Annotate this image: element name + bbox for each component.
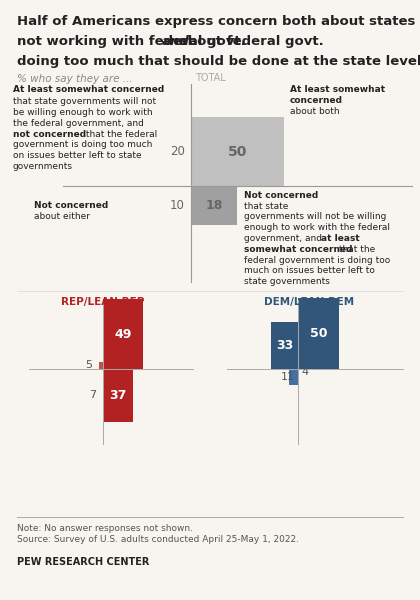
Text: that the: that the (336, 245, 375, 254)
Text: DEM/LEAN DEM: DEM/LEAN DEM (264, 297, 354, 307)
Text: that state: that state (244, 202, 288, 211)
Text: about both: about both (290, 107, 339, 116)
Text: Not concerned: Not concerned (34, 201, 108, 210)
Text: at least: at least (321, 234, 360, 243)
Text: 10: 10 (170, 199, 185, 212)
Text: Source: Survey of U.S. adults conducted April 25-May 1, 2022.: Source: Survey of U.S. adults conducted … (17, 535, 299, 544)
Text: 20: 20 (170, 145, 185, 158)
Text: 11: 11 (281, 372, 295, 382)
Text: state governments: state governments (244, 277, 329, 286)
Text: Not concerned: Not concerned (244, 191, 318, 200)
Text: 18: 18 (205, 199, 223, 212)
Text: that state governments will not: that state governments will not (13, 97, 156, 106)
Text: federal government is doing too: federal government is doing too (244, 256, 390, 265)
Text: % who say they are ...: % who say they are ... (17, 74, 132, 85)
Text: not working with federal govt.: not working with federal govt. (17, 35, 250, 48)
Text: REP/LEAN REP: REP/LEAN REP (61, 297, 144, 307)
Text: the federal government, and: the federal government, and (13, 119, 144, 128)
Text: be willing enough to work with: be willing enough to work with (13, 108, 152, 117)
Text: enough to work with the federal: enough to work with the federal (244, 223, 390, 232)
Text: governments will not be willing: governments will not be willing (244, 212, 386, 221)
Text: about federal govt.: about federal govt. (174, 35, 324, 48)
Text: At least somewhat: At least somewhat (290, 85, 385, 94)
Text: TOTAL: TOTAL (195, 73, 226, 83)
Text: about either: about either (34, 212, 89, 221)
Text: 50: 50 (310, 327, 327, 340)
Text: 49: 49 (114, 328, 131, 341)
Text: 5: 5 (86, 361, 92, 370)
Text: At least somewhat concerned: At least somewhat concerned (13, 85, 164, 94)
Text: much on issues better left to: much on issues better left to (244, 266, 375, 275)
Text: 37: 37 (109, 389, 126, 402)
Text: that the federal: that the federal (83, 130, 158, 139)
Text: on issues better left to state: on issues better left to state (13, 151, 141, 160)
Text: concerned: concerned (290, 96, 343, 105)
Text: somewhat concerned: somewhat concerned (244, 245, 352, 254)
Text: Half of Americans express concern both about states: Half of Americans express concern both a… (17, 15, 415, 28)
Text: 33: 33 (276, 339, 294, 352)
Text: Note: No answer responses not shown.: Note: No answer responses not shown. (17, 524, 193, 533)
Text: government is doing too much: government is doing too much (13, 140, 152, 149)
Text: government, and: government, and (244, 234, 325, 243)
Text: not concerned: not concerned (13, 130, 86, 139)
Text: governments: governments (13, 162, 73, 171)
Text: 4: 4 (302, 367, 309, 377)
Text: 7: 7 (89, 390, 97, 400)
Text: PEW RESEARCH CENTER: PEW RESEARCH CENTER (17, 557, 149, 567)
Text: doing too much that should be done at the state level: doing too much that should be done at th… (17, 55, 420, 68)
Text: and: and (162, 35, 189, 48)
Text: 50: 50 (228, 145, 247, 158)
